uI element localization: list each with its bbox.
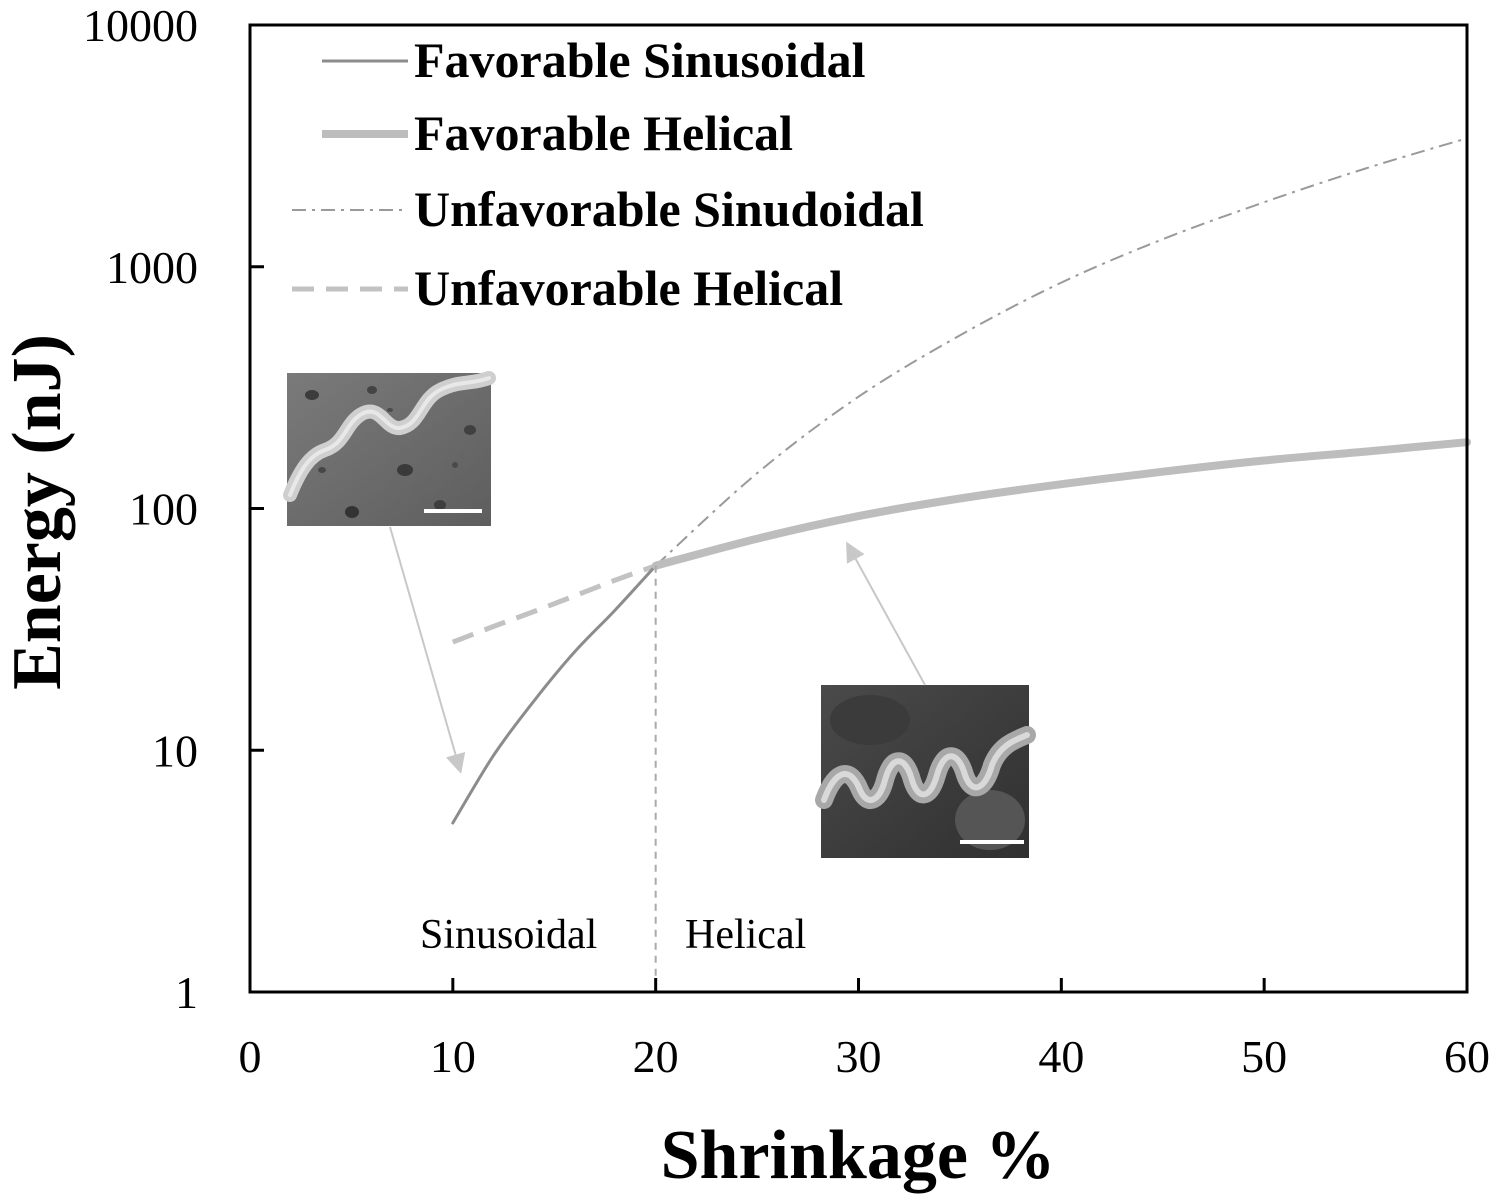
- y-tick-label: 100: [129, 484, 198, 535]
- series-line-unfavorable-helical: [451, 563, 657, 645]
- legend: Favorable Sinusoidal Favorable Helical U…: [292, 32, 924, 316]
- y-axis-title: Energy (nJ): [0, 334, 76, 690]
- region-label-helical: Helical: [685, 912, 806, 958]
- x-tick-label: 40: [1038, 1031, 1084, 1082]
- legend-label-favorable-helical: Favorable Helical: [414, 105, 793, 161]
- inset-arrow-helical: [846, 541, 926, 686]
- x-tick-label: 0: [239, 1031, 262, 1082]
- x-tick-label: 10: [430, 1031, 476, 1082]
- legend-label-unfavorable-helical: Unfavorable Helical: [414, 260, 843, 316]
- y-tick-label: 1000: [106, 242, 198, 293]
- x-axis-title: Shrinkage %: [661, 1117, 1056, 1194]
- x-tick-label: 20: [633, 1031, 679, 1082]
- series-line-favorable-helical: [651, 438, 1471, 570]
- sem-inset-helical: [815, 685, 1036, 858]
- y-tick-label: 10: [152, 725, 198, 776]
- x-axis-ticks: 0 10 20 30 40 50 60: [239, 978, 1490, 1082]
- y-tick-label: 1: [175, 967, 198, 1018]
- y-tick-label: 10000: [83, 0, 198, 51]
- series-line-favorable-sinusoidal: [451, 564, 658, 825]
- legend-label-unfavorable-sinudoidal: Unfavorable Sinudoidal: [414, 181, 924, 237]
- y-axis-ticks: 1 10 100 1000 10000: [83, 0, 264, 1018]
- x-tick-label: 50: [1241, 1031, 1287, 1082]
- sem-inset-sinusoidal: [283, 371, 496, 526]
- region-label-sinusoidal: Sinusoidal: [420, 912, 597, 958]
- series-layer: [451, 137, 1471, 825]
- inset-arrow-sinusoidal: [389, 526, 466, 774]
- legend-label-favorable-sinusoidal: Favorable Sinusoidal: [414, 32, 866, 88]
- x-tick-label: 60: [1444, 1031, 1490, 1082]
- x-tick-label: 30: [836, 1031, 882, 1082]
- series-line-unfavorable-sinudoidal: [655, 137, 1468, 567]
